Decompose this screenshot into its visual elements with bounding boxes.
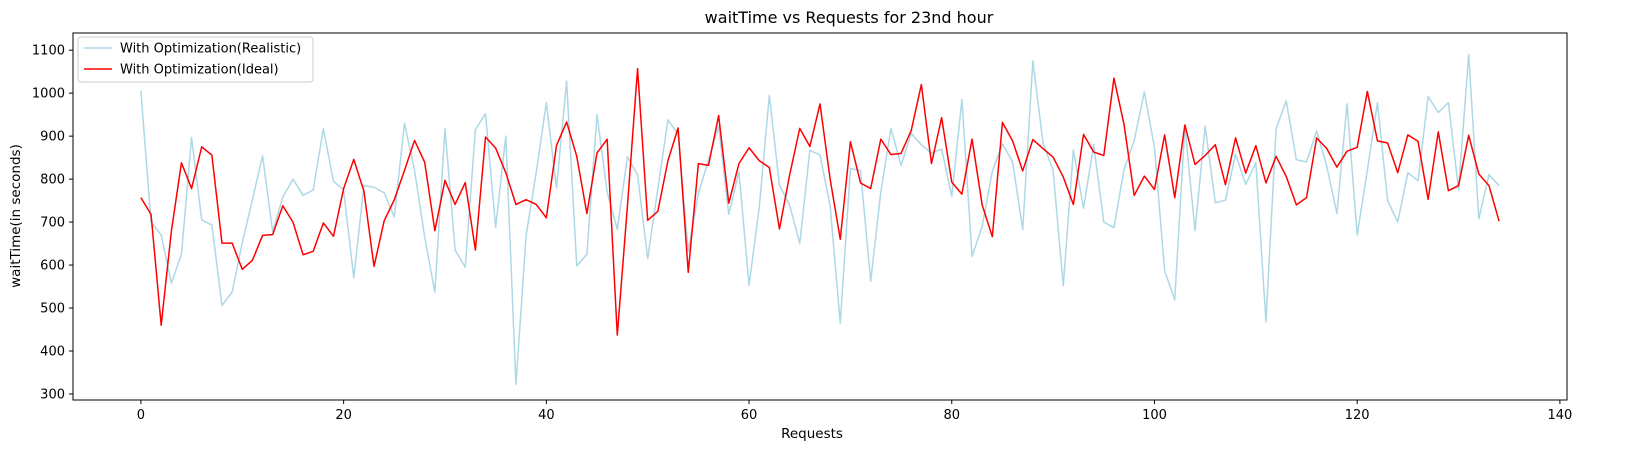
y-tick-label: 900 — [40, 130, 65, 145]
x-tick-label: 80 — [943, 408, 960, 423]
y-tick-label: 600 — [40, 259, 65, 274]
y-tick-label: 1100 — [32, 44, 65, 59]
x-tick-label: 0 — [137, 408, 145, 423]
legend-box — [77, 36, 314, 83]
series-line-1 — [140, 67, 1500, 336]
y-axis: 300 400 500 600 700 800 900 1000 1100 — [32, 44, 73, 402]
x-tick-label: 20 — [335, 408, 352, 423]
y-axis-title: waitTime(in seconds) — [8, 144, 24, 288]
legend-label-ideal: With Optimization(Ideal) — [120, 63, 279, 78]
y-tick-label: 300 — [40, 387, 65, 402]
x-axis: 0 20 40 60 80 100 120 140 — [137, 400, 1572, 423]
y-tick-label: 1000 — [32, 87, 65, 102]
y-tick-label: 700 — [40, 216, 65, 231]
chart-title: waitTime vs Requests for 23nd hour — [705, 8, 994, 27]
x-axis-title: Requests — [781, 426, 843, 442]
x-tick-label: 60 — [741, 408, 758, 423]
series-line-0 — [140, 53, 1500, 386]
series-layer — [140, 53, 1500, 386]
x-tick-label: 40 — [538, 408, 555, 423]
y-tick-label: 500 — [40, 302, 65, 317]
y-tick-label: 400 — [40, 345, 65, 360]
x-tick-label: 100 — [1142, 408, 1167, 423]
plot-frame — [72, 32, 1568, 401]
legend-label-realistic: With Optimization(Realistic) — [120, 42, 301, 57]
legend: With Optimization(Realistic) With Optimi… — [77, 36, 314, 83]
x-tick-label: 120 — [1345, 408, 1370, 423]
y-tick-label: 800 — [40, 173, 65, 188]
x-tick-label: 140 — [1547, 408, 1572, 423]
